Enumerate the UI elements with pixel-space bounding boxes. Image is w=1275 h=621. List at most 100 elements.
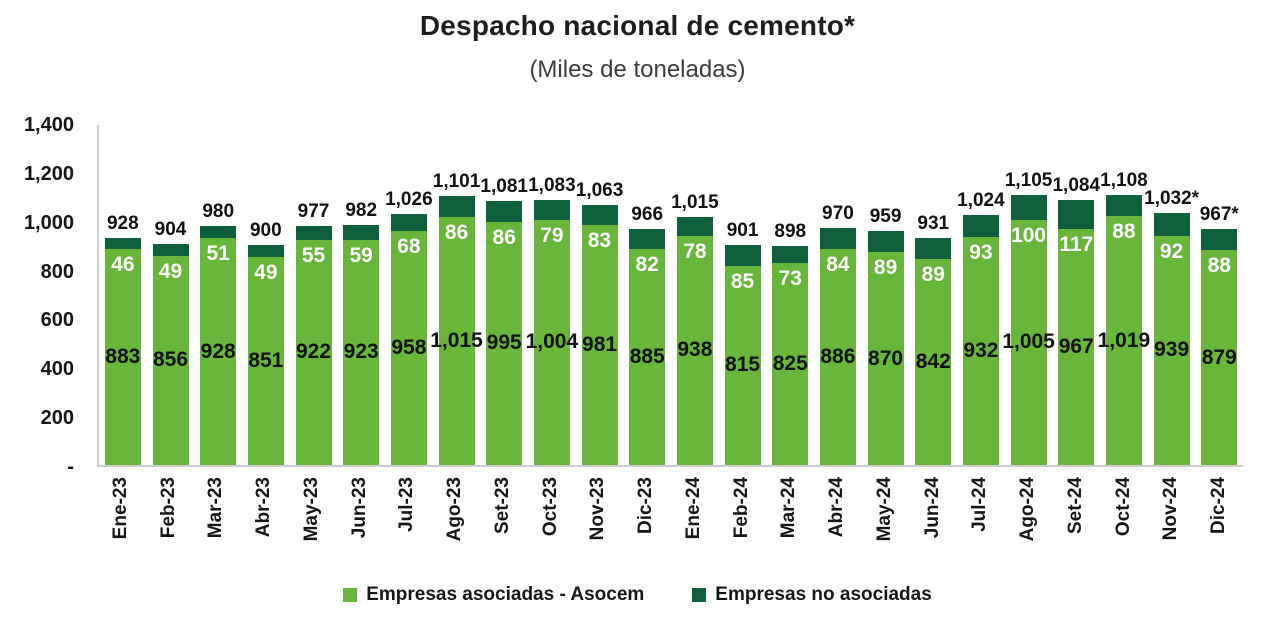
no-asociadas-value-label: 59 — [349, 243, 373, 267]
x-tick-slot: Nov-24 — [1148, 477, 1196, 569]
segment-asociadas: 68 958 — [390, 230, 427, 465]
total-label: 898 — [774, 220, 807, 242]
stacked-bar-nov-23: 1,063 83 981 — [576, 180, 623, 465]
x-tick-label: Abr-23 — [253, 477, 275, 538]
bar-slot-set-23: 1,081 86 995 — [480, 176, 528, 465]
no-asociadas-value-label: 84 — [826, 252, 850, 276]
y-tick-label: 1,200 — [23, 162, 74, 185]
x-tick-slot: Feb-23 — [145, 477, 193, 569]
stacked-bar-set-24: 1,084 117 967 — [1052, 175, 1100, 465]
bar-slot-ene-24: 1,015 78 938 — [671, 192, 719, 465]
segment-no-asociadas — [1105, 194, 1142, 217]
no-asociadas-value-label: 100 — [1011, 223, 1047, 247]
y-axis: 1,400 1,200 1,000 800 600 400 200 - — [0, 114, 80, 478]
x-tick-label: Set-24 — [1064, 477, 1086, 535]
x-tick-label: Ene-24 — [682, 477, 704, 540]
x-tick-label: Dic-24 — [1208, 477, 1230, 535]
x-tick-label: Mar-24 — [778, 477, 800, 539]
bar-slot-oct-23: 1,083 79 1,004 — [525, 175, 579, 465]
segment-asociadas: 89 842 — [915, 259, 952, 465]
bar-slot-mar-23: 980 51 928 — [194, 201, 242, 465]
stacked-bar-feb-24: 901 85 815 — [724, 220, 761, 465]
asociadas-value-label: 883 — [105, 345, 141, 369]
total-label: 1,108 — [1100, 169, 1148, 191]
x-tick-label: May-24 — [873, 477, 895, 542]
stacked-bar-abr-24: 970 84 886 — [819, 203, 856, 465]
segment-asociadas: 93 932 — [962, 237, 999, 465]
asociadas-value-label: 1,004 — [525, 330, 579, 354]
asociadas-value-label: 825 — [772, 352, 808, 376]
x-tick-slot: Jun-23 — [336, 477, 384, 569]
total-label: 1,101 — [432, 171, 481, 193]
no-asociadas-value-label: 79 — [540, 223, 564, 247]
bar-slot-ago-24: 1,105 100 1,005 — [1002, 170, 1055, 465]
x-tick-slot: May-24 — [861, 477, 909, 569]
x-tick-slot: Abr-24 — [813, 477, 861, 569]
x-tick-label: Jun-24 — [921, 477, 943, 539]
bar-slot-nov-24: 1,032* 92 939 — [1144, 188, 1199, 465]
x-tick-label: Ago-24 — [1017, 477, 1039, 542]
total-label: 1,063 — [575, 180, 624, 202]
asociadas-value-label: 851 — [248, 349, 284, 373]
bar-slot-may-24: 959 89 870 — [862, 206, 910, 465]
stacked-bar-dic-24: 967* 88 879 — [1200, 204, 1239, 465]
asociadas-value-label: 995 — [486, 331, 522, 355]
no-asociadas-value-label: 78 — [683, 239, 707, 263]
legend-swatch-no-asociadas-icon — [692, 588, 707, 602]
total-label: 1,081 — [480, 175, 528, 197]
segment-asociadas: 88 1,019 — [1098, 216, 1150, 465]
stacked-bar-abr-23: 900 49 851 — [247, 220, 284, 465]
legend-swatch-asociadas-icon — [343, 588, 358, 602]
total-label: 931 — [917, 212, 950, 234]
segment-asociadas: 82 885 — [629, 248, 666, 465]
segment-no-asociadas — [629, 228, 666, 249]
bar-slot-oct-24: 1,108 88 1,019 — [1098, 170, 1150, 465]
no-asociadas-value-label: 88 — [1112, 220, 1136, 244]
legend: Empresas asociadas - Asocem Empresas no … — [0, 584, 1275, 606]
total-label: 1,083 — [528, 175, 576, 197]
x-tick-slot: Feb-24 — [718, 477, 766, 569]
asociadas-value-label: 815 — [725, 353, 761, 377]
total-label: 959 — [869, 205, 902, 227]
total-label: 982 — [345, 200, 378, 222]
segment-no-asociadas — [486, 200, 523, 222]
total-label: 901 — [726, 220, 759, 242]
chart-subtitle: (Miles de toneladas) — [529, 56, 746, 83]
segment-asociadas: 88 879 — [1201, 250, 1238, 465]
y-tick-label: 800 — [40, 260, 74, 283]
asociadas-value-label: 1,005 — [1002, 330, 1055, 354]
bar-slot-ene-23: 928 46 883 — [99, 213, 147, 465]
no-asociadas-value-label: 51 — [206, 242, 230, 266]
stacked-bar-nov-24: 1,032* 92 939 — [1144, 188, 1199, 465]
segment-asociadas: 51 928 — [200, 238, 237, 465]
x-tick-slot: Set-24 — [1052, 477, 1100, 569]
segment-no-asociadas — [1058, 200, 1095, 229]
segment-asociadas: 49 851 — [247, 257, 284, 465]
legend-item-no-asociadas: Empresas no asociadas — [692, 584, 932, 606]
total-label: 970 — [822, 203, 854, 225]
segment-asociadas: 85 815 — [724, 265, 761, 465]
bars-container: 928 46 883 904 49 856 980 51 928 900 49 851 977 55 922… — [99, 125, 1243, 465]
y-tick-label: 1,000 — [23, 211, 74, 234]
bar-slot-ago-23: 1,101 86 1,015 — [430, 171, 483, 465]
no-asociadas-value-label: 88 — [1207, 254, 1231, 278]
asociadas-value-label: 1,019 — [1097, 328, 1151, 352]
total-label: 1,015 — [671, 191, 719, 213]
total-label: 1,032* — [1144, 188, 1200, 210]
total-label: 1,024 — [957, 189, 1005, 211]
stacked-bar-jul-24: 1,024 93 932 — [957, 190, 1005, 465]
no-asociadas-value-label: 83 — [587, 229, 612, 253]
segment-asociadas: 78 938 — [676, 235, 713, 465]
asociadas-value-label: 938 — [677, 338, 713, 362]
asociadas-value-label: 842 — [915, 350, 951, 374]
y-tick-label: 200 — [40, 407, 74, 430]
x-tick-slot: Ene-24 — [670, 477, 718, 569]
segment-asociadas: 46 883 — [104, 249, 141, 465]
segment-asociadas: 49 856 — [152, 255, 189, 465]
segment-no-asociadas — [200, 225, 237, 239]
asociadas-value-label: 958 — [391, 335, 427, 359]
bar-slot-jun-24: 931 89 842 — [909, 213, 957, 465]
segment-asociadas: 84 886 — [819, 248, 856, 465]
x-tick-label: Oct-24 — [1112, 477, 1134, 537]
no-asociadas-value-label: 73 — [778, 267, 802, 291]
